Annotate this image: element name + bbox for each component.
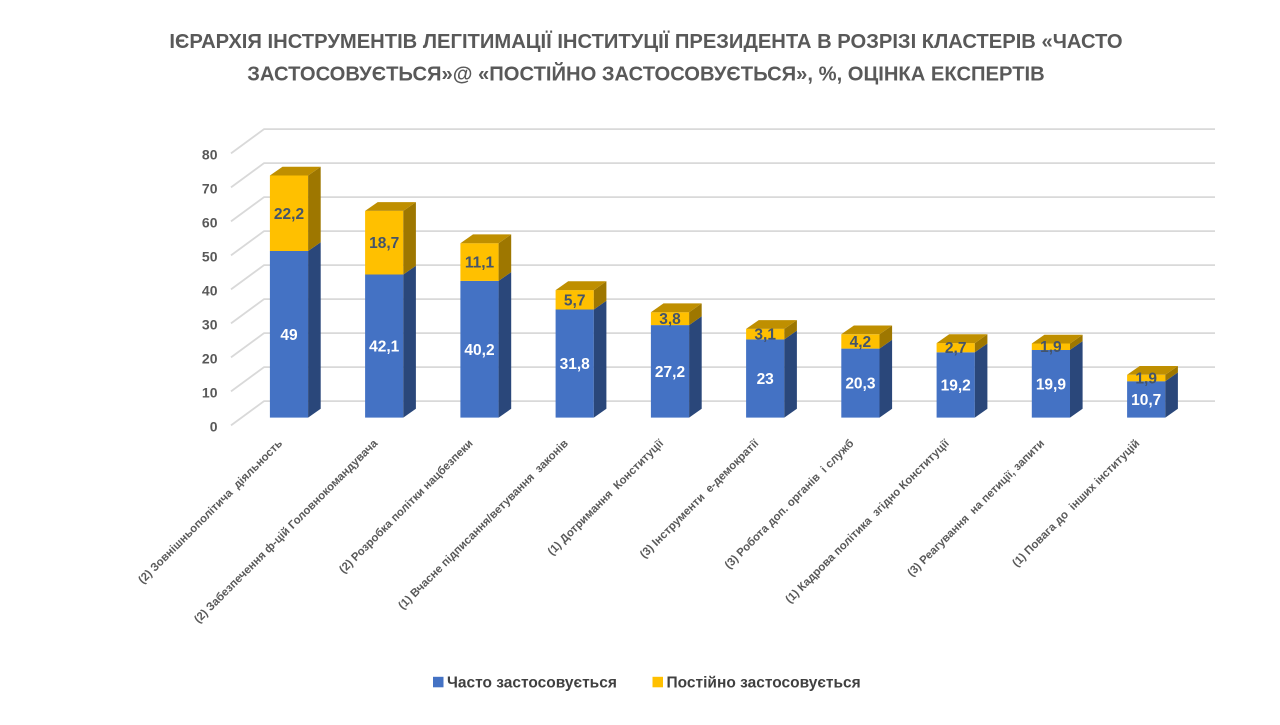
svg-text:11,1: 11,1 — [465, 255, 495, 272]
svg-text:40,2: 40,2 — [464, 342, 494, 359]
svg-text:80: 80 — [202, 146, 218, 162]
svg-text:ІЄРАРХІЯ ІНСТРУМЕНТІВ ЛЕГІТИМА: ІЄРАРХІЯ ІНСТРУМЕНТІВ ЛЕГІТИМАЦІЇ ІНСТИТ… — [169, 30, 1122, 53]
svg-text:2,7: 2,7 — [945, 340, 967, 357]
svg-text:23: 23 — [757, 371, 775, 388]
svg-text:19,9: 19,9 — [1036, 376, 1067, 393]
svg-text:30: 30 — [202, 316, 218, 332]
svg-text:42,1: 42,1 — [369, 339, 400, 356]
svg-text:1,9: 1,9 — [1135, 371, 1157, 388]
svg-text:5,7: 5,7 — [564, 292, 586, 309]
svg-text:ЗАСТОСОВУЄТЬСЯ»@ «ПОСТІЙНО ЗАС: ЗАСТОСОВУЄТЬСЯ»@ «ПОСТІЙНО ЗАСТОСОВУЄТЬС… — [247, 62, 1044, 86]
svg-text:19,2: 19,2 — [941, 378, 971, 395]
svg-text:27,2: 27,2 — [655, 364, 685, 381]
svg-text:60: 60 — [202, 214, 218, 230]
svg-text:20: 20 — [202, 350, 218, 366]
svg-text:31,8: 31,8 — [560, 356, 591, 373]
svg-text:Часто застосовується: Часто застосовується — [447, 675, 617, 692]
svg-text:49: 49 — [280, 327, 298, 344]
svg-text:50: 50 — [202, 248, 218, 264]
svg-text:10: 10 — [202, 384, 218, 400]
svg-text:70: 70 — [202, 180, 218, 196]
svg-text:10,7: 10,7 — [1131, 392, 1161, 409]
svg-text:3,1: 3,1 — [754, 327, 776, 344]
svg-text:1,9: 1,9 — [1040, 339, 1062, 356]
svg-text:18,7: 18,7 — [369, 235, 399, 252]
svg-text:3,8: 3,8 — [659, 311, 681, 328]
svg-text:40: 40 — [202, 282, 218, 298]
svg-text:4,2: 4,2 — [850, 334, 872, 351]
svg-text:22,2: 22,2 — [274, 206, 304, 223]
svg-text:0: 0 — [210, 418, 218, 434]
svg-text:Постійно застосовується: Постійно застосовується — [667, 675, 861, 692]
svg-text:20,3: 20,3 — [845, 376, 876, 393]
